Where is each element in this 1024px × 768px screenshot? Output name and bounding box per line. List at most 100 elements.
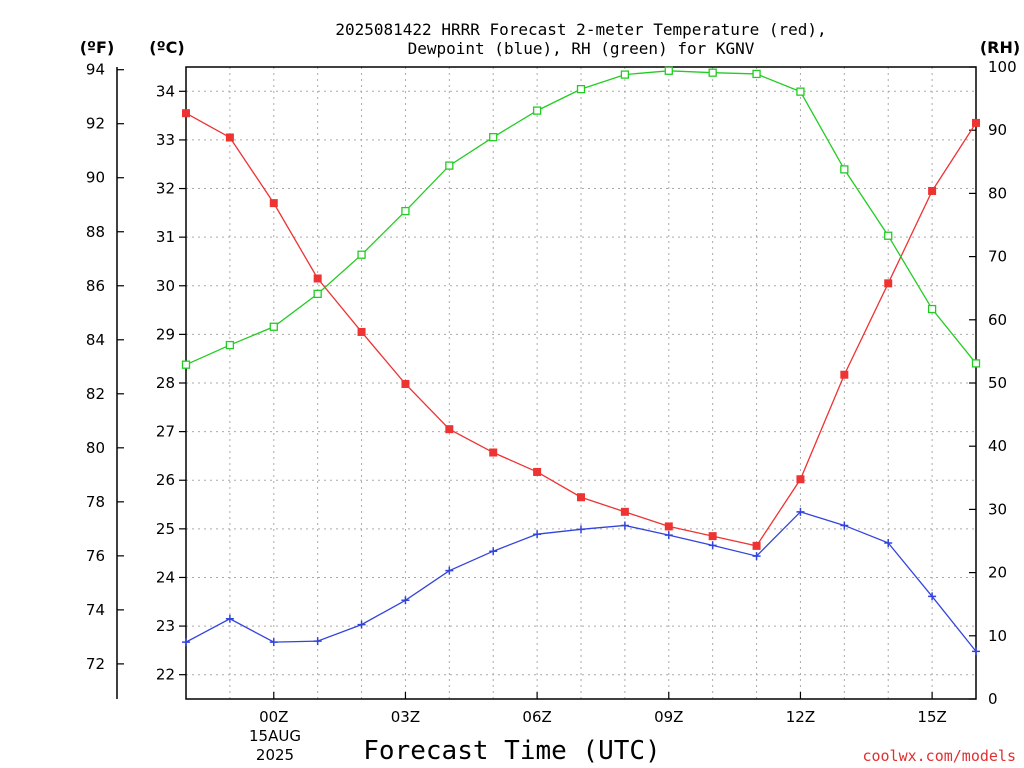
axes: 72 74 76 78 80 82 84 86 88 90 92 94 22 23 24 25 26 27 28 29… [86,58,1017,726]
celsius-tick-label: 22 [156,666,175,684]
rh-tick-label: 70 [988,248,1007,266]
dewpoint-point [796,507,805,516]
celsius-tick-label: 30 [156,277,175,295]
rh-tick-label: 50 [988,374,1007,392]
celsius-tick-label: 24 [156,568,175,586]
fahrenheit-tick-label: 80 [86,439,105,457]
temperature-point [708,532,717,541]
gridlines [185,67,977,699]
rh-point [927,304,937,314]
x-tick-label: 03Z [391,708,420,726]
dewpoint-point [577,525,585,534]
dewpoint-point [357,620,366,629]
celsius-tick-label: 25 [156,520,175,538]
rh-tick-label: 40 [988,437,1007,455]
fahrenheit-tick-label: 72 [86,655,105,673]
temperature-point [357,327,366,336]
temperature-point [884,279,893,288]
date-label-day: 15AUG [249,727,301,745]
rh-point [752,69,761,79]
dewpoint-point [533,530,542,539]
temperature-point [796,475,805,484]
rh-tick-label: 80 [988,184,1007,202]
celsius-tick-label: 29 [156,325,175,343]
fahrenheit-tick-label: 94 [86,61,105,79]
dewpoint-point [708,541,717,550]
temperature-point [972,118,980,127]
x-tick-label: 12Z [786,708,815,726]
temperature-point [225,133,234,142]
rh-point [445,161,454,170]
rh-tick-label: 10 [988,627,1007,645]
temperature-point [928,186,937,195]
dewpoint-point [752,552,761,561]
dewpoint-point [182,638,190,647]
dewpoint-point [225,614,234,623]
dewpoint-point [269,638,278,647]
celsius-unit-label: (ºC) [149,38,184,57]
temperature-point [840,370,849,379]
temperature-point [489,448,498,457]
temperature-point [664,522,673,531]
x-axis-title: Forecast Time (UTC) [363,736,660,766]
fahrenheit-tick-label: 88 [86,223,105,241]
rh-point [401,206,410,216]
fahrenheit-tick-label: 74 [86,601,105,619]
x-tick-label: 15Z [917,708,946,726]
temperature-point [401,379,410,388]
rh-tick-label: 20 [988,564,1007,582]
celsius-tick-label: 27 [156,423,175,441]
celsius-tick-label: 23 [156,617,175,635]
rh-point [532,106,542,115]
fahrenheit-tick-label: 86 [86,277,105,295]
rh-point [708,68,717,77]
rh-point [971,359,981,368]
rh-tick-label: 100 [988,58,1017,76]
rh-point [664,66,673,75]
x-tick-label: 00Z [259,708,288,726]
rh-tick-label: 0 [988,690,998,708]
dewpoint-point [445,566,454,575]
rh-point [313,289,322,299]
dewpoint-point [489,547,498,556]
dewpoint-point [840,521,849,530]
rh-point [796,87,805,96]
temperature-point [313,274,322,283]
rh-point [225,340,235,350]
fahrenheit-tick-label: 92 [86,115,105,133]
plot-frame [185,66,977,700]
celsius-tick-label: 26 [156,471,175,489]
dewpoint-point [620,521,629,530]
dewpoint-point [884,538,893,547]
temperature-point [752,541,761,550]
rh-point [576,84,586,94]
rh-point [269,322,278,331]
temperature-point [445,425,454,434]
rh-point [620,70,630,79]
dewpoint-point [313,637,322,646]
fahrenheit-tick-label: 82 [86,385,105,403]
celsius-tick-label: 32 [156,180,175,198]
rh-point [884,231,893,240]
temperature-line [185,112,977,547]
celsius-tick-label: 31 [156,228,175,246]
rh-tick-label: 30 [988,500,1007,518]
temperature-point [533,467,542,476]
fahrenheit-tick-label: 90 [86,169,105,187]
temperature-point [269,199,278,208]
fahrenheit-tick-label: 84 [86,331,105,349]
rh-unit-label: (RH) [980,38,1020,57]
date-label-year: 2025 [256,746,294,764]
dewpoint-point [928,592,937,601]
chart-title-line2: Dewpoint (blue), RH (green) for KGNV [408,39,755,58]
rh-point [489,133,498,142]
credit-link[interactable]: coolwx.com/models [862,747,1016,765]
temperature-point [577,493,585,502]
fahrenheit-tick-label: 78 [86,493,105,511]
dewpoint-point [972,647,980,656]
celsius-tick-label: 28 [156,374,175,392]
fahrenheit-tick-label: 76 [86,547,105,565]
x-tick-label: 09Z [654,708,683,726]
dewpoint-point [664,531,673,540]
